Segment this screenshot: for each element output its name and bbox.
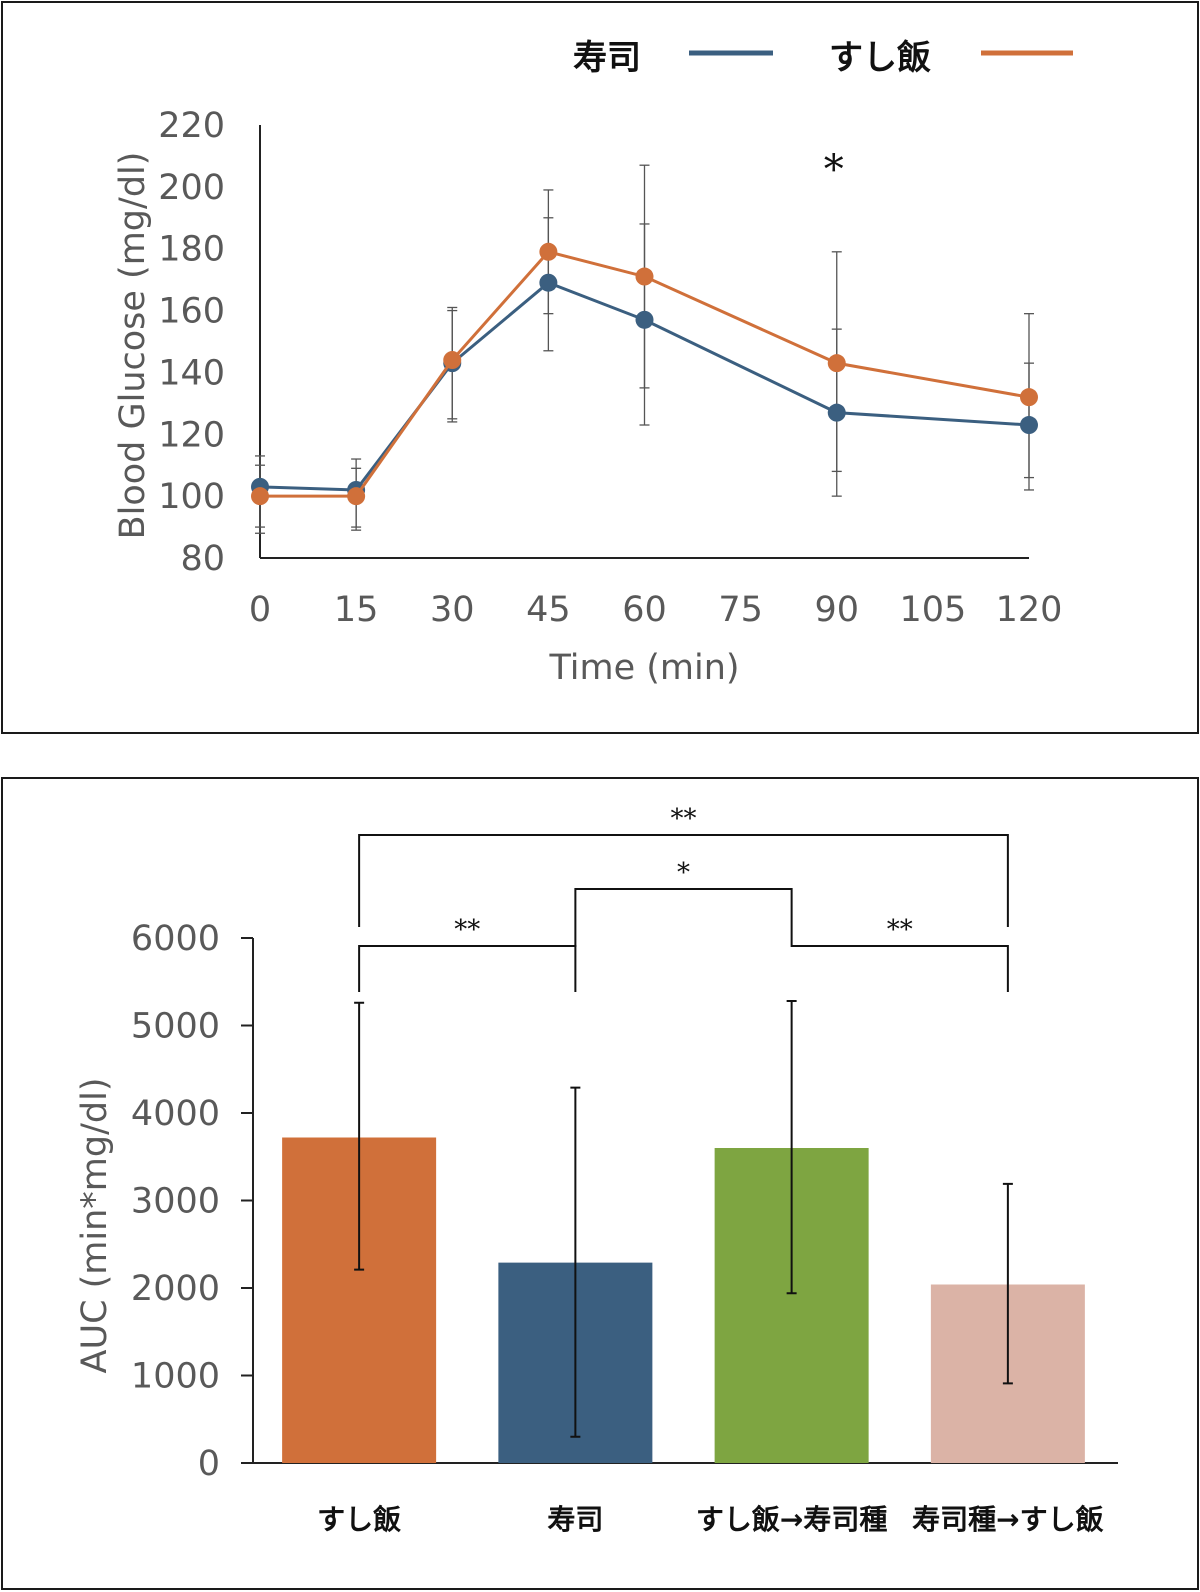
legend-label: すし飯: [829, 38, 931, 78]
line-chart: 80 100 120 140 160 180 200 220 0 15 30 45 60 75 90 105 1…: [113, 38, 1073, 688]
y-tick-label: 4000: [131, 1094, 220, 1134]
y-tick-label: 220: [158, 106, 225, 146]
y-tick-label: 200: [158, 168, 225, 208]
y-tick-label: 3000: [131, 1182, 220, 1222]
y-tick-label: 140: [158, 353, 225, 393]
data-point: [1020, 388, 1038, 407]
x-tick-label: 60: [622, 590, 667, 630]
data-point: [635, 267, 654, 286]
y-tick-label: 0: [198, 1444, 220, 1484]
significance-label: **: [887, 915, 913, 945]
line-chart-panel: 80 100 120 140 160 180 200 220 0 15 30 45 60 75 90 105 1…: [1, 1, 1199, 734]
x-tick-label: 105: [899, 590, 966, 630]
significance-label: **: [671, 804, 697, 834]
category-label: すし飯→寿司種: [696, 1503, 887, 1536]
x-tick-label: 30: [430, 590, 475, 630]
y-tick-label: 160: [158, 292, 225, 332]
y-tick-label: 1000: [131, 1357, 220, 1397]
data-point: [539, 273, 558, 292]
data-point: [251, 487, 269, 506]
x-axis-title: Time (min): [548, 648, 739, 688]
y-axis-title: AUC (min*mg/dl): [75, 1078, 115, 1374]
significance-bracket: [790, 937, 1009, 992]
y-tick-label: 100: [158, 477, 225, 517]
significance-bracket: [358, 945, 577, 992]
x-tick-label: 45: [526, 590, 571, 630]
x-tick-label: 75: [718, 590, 763, 630]
y-tick-label: 120: [158, 415, 225, 455]
category-label: 寿司: [547, 1503, 603, 1536]
data-point: [539, 242, 558, 261]
data-point: [443, 351, 462, 370]
x-tick-label: 120: [996, 590, 1063, 630]
data-point: [1020, 416, 1038, 435]
bar-chart: 0 1000 2000 3000 4000 5000 6000 AUC (min*mg/dl)…: [75, 804, 1118, 1536]
data-point: [635, 310, 654, 329]
legend-label: 寿司: [573, 38, 641, 78]
category-label: 寿司種→すし飯: [912, 1503, 1103, 1536]
significance-marker: *: [824, 147, 844, 193]
category-label: すし飯: [317, 1503, 401, 1536]
significance-label: *: [677, 858, 690, 888]
y-tick-label: 2000: [131, 1269, 220, 1309]
data-point: [347, 487, 366, 506]
y-tick-label: 5000: [131, 1007, 220, 1047]
x-tick-label: 0: [249, 590, 271, 630]
bar-chart-panel: 0 1000 2000 3000 4000 5000 6000 AUC (min*mg/dl)…: [1, 777, 1199, 1590]
significance-label: **: [454, 915, 480, 945]
y-tick-label: 180: [158, 230, 225, 270]
y-tick-label: 6000: [131, 919, 220, 959]
x-tick-label: 15: [334, 590, 379, 630]
y-axis-title: Blood Glucose (mg/dl): [113, 152, 153, 540]
data-point: [827, 354, 846, 373]
data-point: [827, 403, 846, 422]
y-tick-label: 80: [180, 539, 225, 579]
significance-bracket: [574, 888, 793, 947]
x-tick-label: 90: [814, 590, 859, 630]
significance-bracket: [358, 834, 1009, 927]
